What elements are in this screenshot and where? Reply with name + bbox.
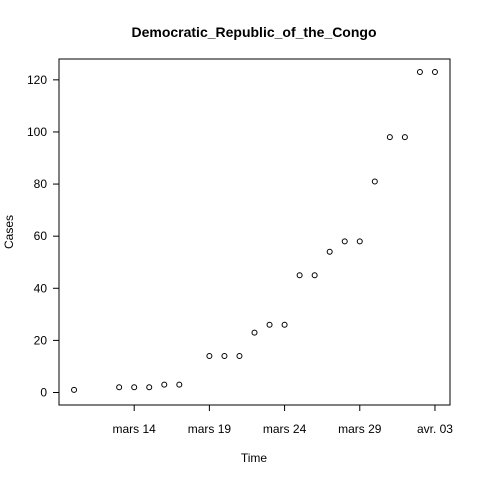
data-point — [206, 353, 213, 360]
y-tick-label: 80 — [34, 177, 48, 191]
x-axis: mars 14 mars 19 mars 24 mars 29 avr. 03 — [113, 405, 453, 436]
data-point — [176, 381, 183, 388]
data-point — [236, 353, 243, 360]
data-point — [326, 248, 333, 255]
y-tick-label: 20 — [34, 333, 48, 347]
data-point — [311, 272, 318, 279]
y-tick-label: 100 — [27, 125, 47, 139]
data-points — [71, 69, 438, 393]
y-tick-label: 60 — [34, 229, 48, 243]
data-point — [401, 134, 408, 141]
data-point — [266, 321, 273, 328]
x-tick-label: avr. 03 — [417, 422, 453, 436]
y-axis: 0 20 40 60 80 100 120 — [27, 73, 59, 399]
data-point — [341, 238, 348, 245]
data-point — [386, 134, 393, 141]
data-point — [251, 329, 258, 336]
data-point — [116, 384, 123, 391]
data-point — [161, 381, 168, 388]
x-tick-label: mars 29 — [338, 422, 382, 436]
data-point — [131, 384, 138, 391]
data-point — [146, 384, 153, 391]
data-point — [371, 178, 378, 185]
data-point — [71, 386, 78, 393]
x-tick-label: mars 19 — [188, 422, 232, 436]
data-point — [296, 272, 303, 279]
y-tick-label: 0 — [40, 385, 47, 399]
data-point — [221, 353, 228, 360]
y-tick-label: 120 — [27, 73, 47, 87]
x-tick-label: mars 14 — [113, 422, 157, 436]
data-point — [356, 238, 363, 245]
chart-title: Democratic_Republic_of_the_Congo — [131, 24, 376, 40]
x-axis-label: Time — [241, 451, 268, 465]
data-point — [416, 69, 423, 76]
y-axis-label: Cases — [2, 215, 16, 249]
data-point — [281, 321, 288, 328]
plot-frame — [58, 58, 451, 406]
data-point — [431, 69, 438, 76]
y-tick-label: 40 — [34, 281, 48, 295]
x-tick-label: mars 24 — [263, 422, 307, 436]
